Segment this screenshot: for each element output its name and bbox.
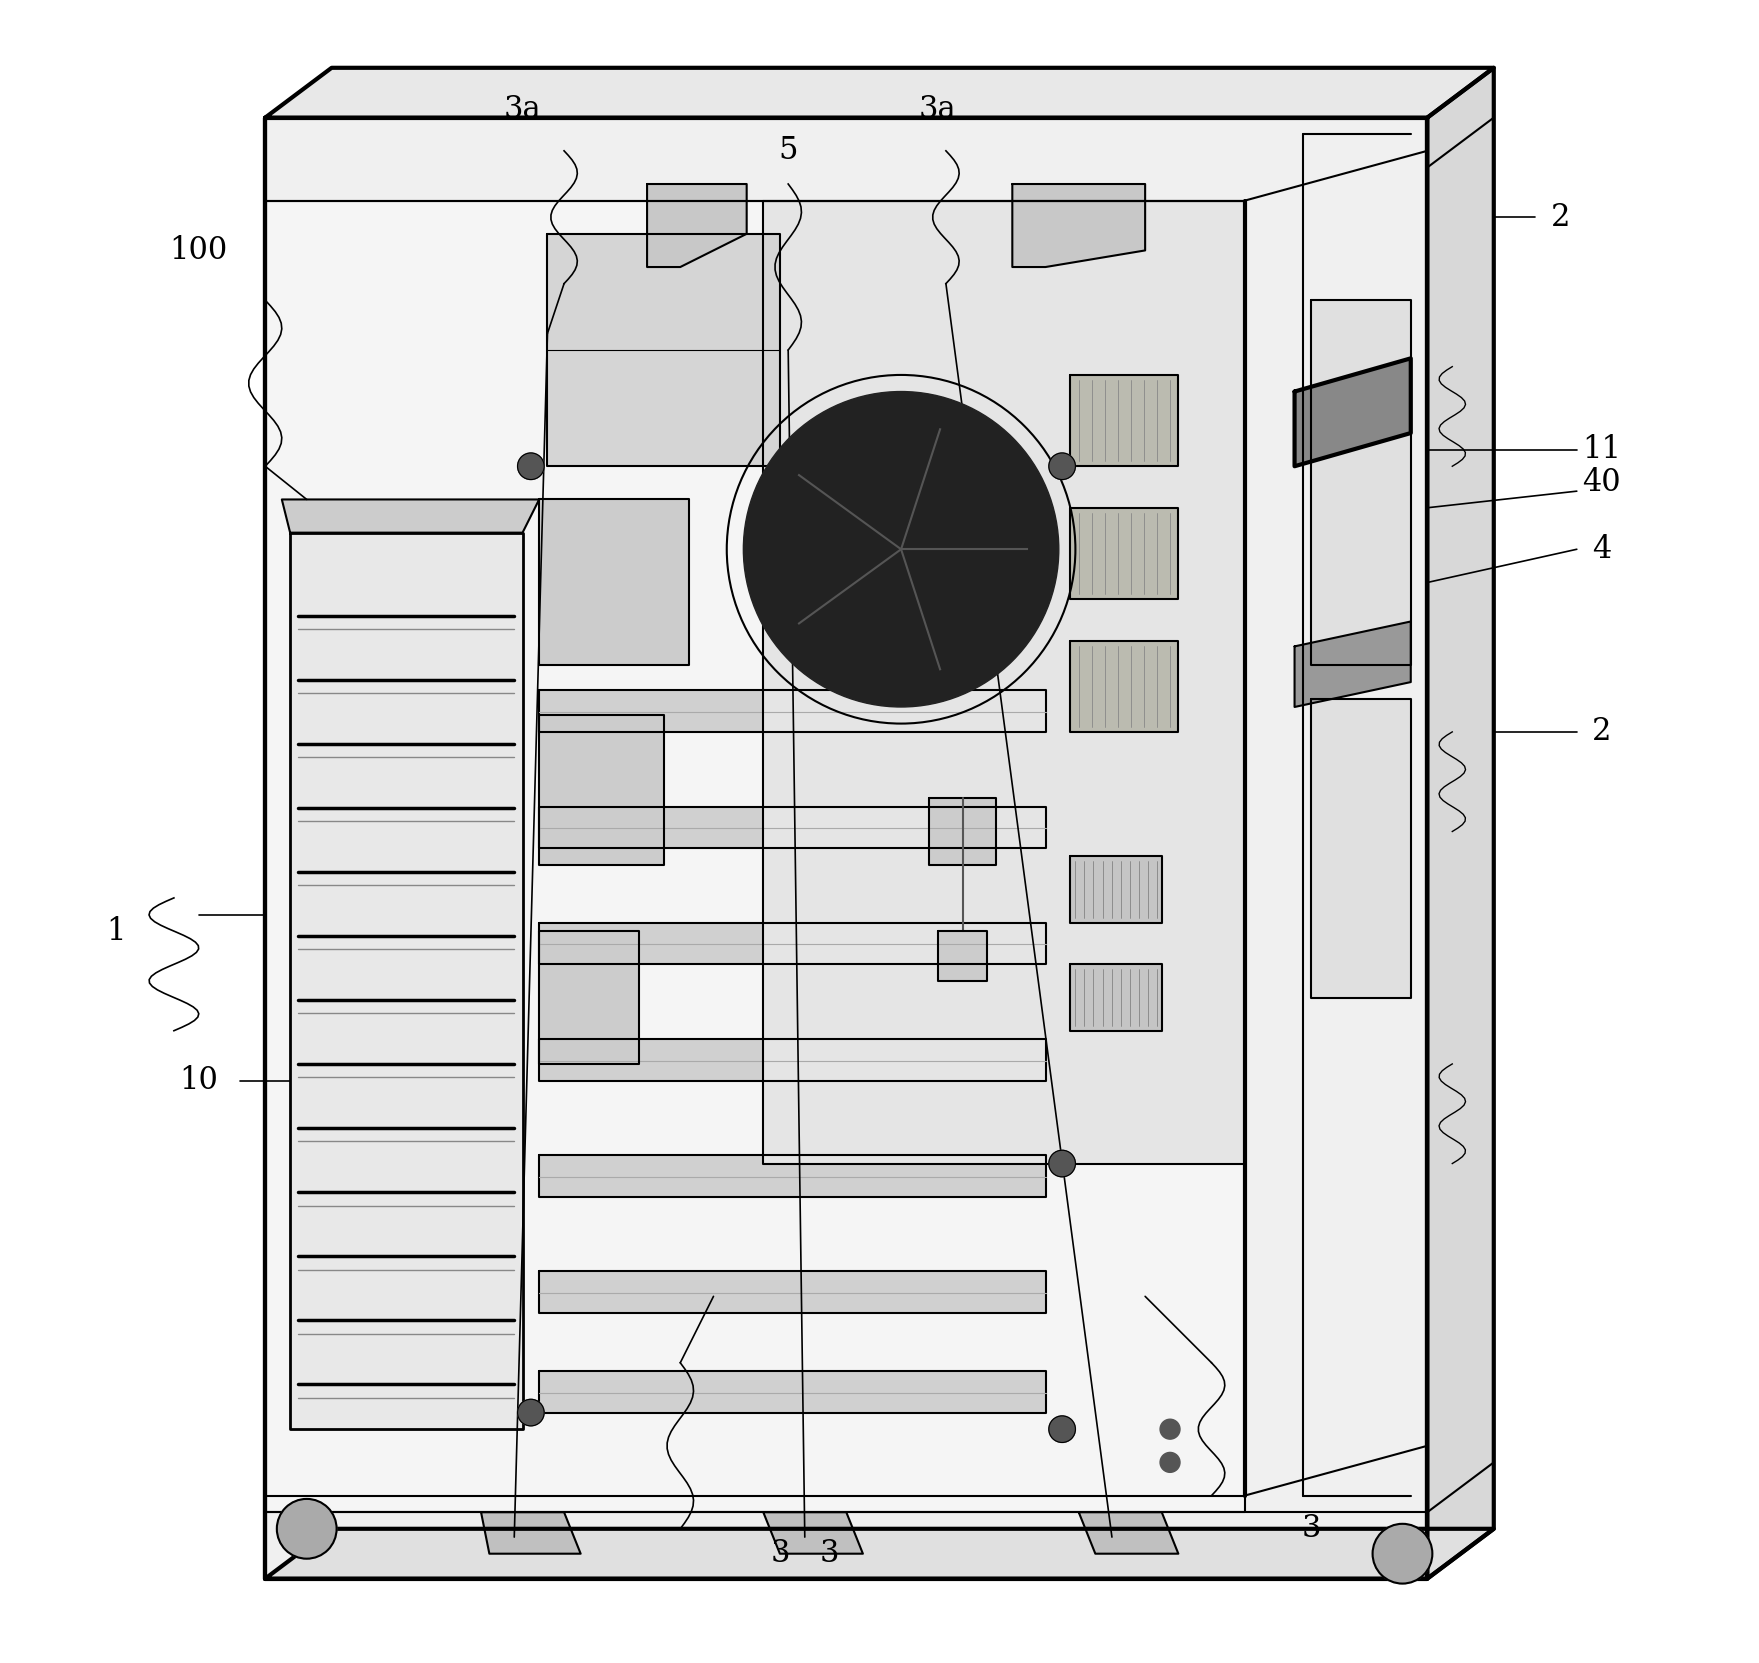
Text: 3: 3	[820, 1538, 839, 1570]
Text: 40: 40	[1583, 467, 1622, 499]
Circle shape	[1048, 1415, 1075, 1442]
Polygon shape	[540, 807, 1045, 848]
Polygon shape	[929, 798, 996, 865]
Polygon shape	[480, 1512, 580, 1553]
Polygon shape	[540, 1370, 1045, 1412]
Polygon shape	[266, 68, 1493, 118]
Circle shape	[276, 1498, 336, 1558]
Text: 3a: 3a	[918, 93, 957, 125]
Polygon shape	[1071, 507, 1179, 599]
Polygon shape	[540, 1272, 1045, 1314]
Circle shape	[1048, 1151, 1075, 1177]
Text: 100: 100	[169, 234, 229, 266]
Polygon shape	[1071, 374, 1179, 466]
Circle shape	[517, 1399, 544, 1425]
Circle shape	[744, 391, 1059, 707]
Polygon shape	[266, 201, 1245, 1512]
Text: 1: 1	[106, 916, 125, 946]
Polygon shape	[938, 931, 987, 981]
Text: 4: 4	[1592, 534, 1611, 565]
Text: 10: 10	[179, 1064, 218, 1096]
Text: 2: 2	[1592, 717, 1611, 747]
Polygon shape	[1013, 185, 1145, 268]
Polygon shape	[647, 185, 746, 268]
Polygon shape	[540, 690, 1045, 732]
Text: 3: 3	[1302, 1513, 1321, 1545]
Polygon shape	[1310, 301, 1411, 665]
Polygon shape	[1295, 622, 1411, 707]
Polygon shape	[540, 923, 1045, 965]
Polygon shape	[540, 1039, 1045, 1081]
Polygon shape	[1078, 1512, 1179, 1553]
Polygon shape	[763, 201, 1245, 1164]
Circle shape	[517, 452, 544, 479]
Polygon shape	[1295, 358, 1411, 466]
Polygon shape	[540, 715, 663, 865]
Polygon shape	[540, 499, 688, 665]
Polygon shape	[266, 1528, 1493, 1578]
Circle shape	[1161, 1419, 1180, 1438]
Polygon shape	[763, 1512, 864, 1553]
Polygon shape	[290, 532, 522, 1429]
Text: 11: 11	[1581, 434, 1622, 466]
Polygon shape	[1071, 965, 1161, 1031]
Polygon shape	[266, 118, 1427, 1578]
Text: 3a: 3a	[503, 93, 542, 125]
Polygon shape	[1427, 68, 1493, 1578]
Text: 3: 3	[770, 1538, 790, 1570]
Polygon shape	[540, 931, 639, 1064]
Polygon shape	[281, 499, 540, 532]
Text: 2: 2	[1550, 201, 1571, 233]
Polygon shape	[547, 234, 779, 466]
Polygon shape	[1071, 856, 1161, 923]
Polygon shape	[540, 1156, 1045, 1197]
Polygon shape	[1310, 698, 1411, 998]
Circle shape	[1048, 452, 1075, 479]
Polygon shape	[1071, 640, 1179, 732]
Text: 5: 5	[779, 135, 799, 166]
Circle shape	[1372, 1523, 1432, 1583]
Circle shape	[1161, 1452, 1180, 1472]
